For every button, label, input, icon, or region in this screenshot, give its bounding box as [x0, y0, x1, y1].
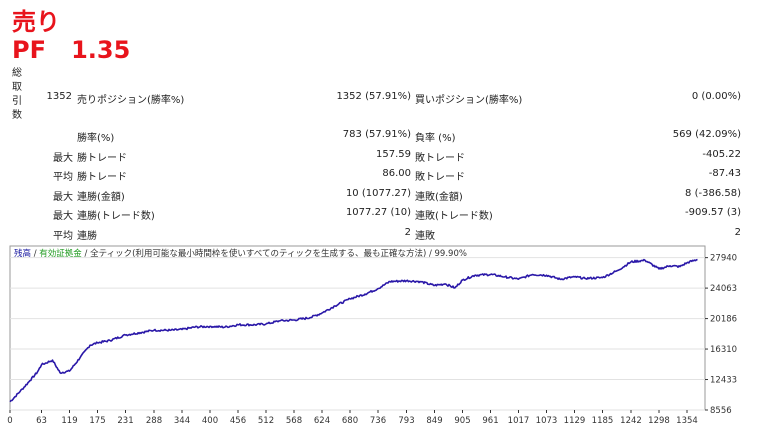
y-tick-label: 16310: [710, 345, 737, 355]
total-trades-vertical-label: 総 取 引 数: [10, 67, 24, 123]
x-tick-label: 512: [258, 416, 274, 426]
max-consec-win-amount-value: 10 (1077.27): [345, 188, 411, 199]
buy-positions-value: 0 (0.00%): [691, 91, 741, 102]
series-line-balance: [9, 258, 698, 403]
loss-rate-label: 負率 (%): [415, 133, 456, 144]
legend-equity: 有効証拠金: [39, 248, 82, 259]
max-prefix: 最大: [53, 211, 73, 222]
win-rate-label: 勝率(%): [77, 133, 115, 144]
x-tick-label: 63: [36, 416, 47, 426]
avg-consec-loss-label: 連敗: [415, 231, 435, 242]
x-tick-label: 736: [370, 416, 386, 426]
x-tick-label: 961: [482, 416, 498, 426]
avg-win-trade-value: 86.00: [382, 168, 411, 179]
x-tick-label: 680: [342, 416, 358, 426]
x-tick-label: 849: [426, 416, 442, 426]
x-tick-label: 119: [61, 416, 77, 426]
x-tick-label: 400: [202, 416, 218, 426]
total-trades-value: 1352: [46, 91, 72, 102]
max-consec-loss-amount-label: 連敗(金額): [415, 192, 463, 203]
legend-sep: /: [31, 249, 39, 259]
vertical-char: 総: [12, 68, 22, 79]
x-tick-label: 1017: [508, 416, 530, 426]
avg-loss-trade-label: 敗トレード: [415, 172, 465, 183]
avg-consec-loss-value: 2: [734, 227, 741, 238]
avg-prefix: 平均: [53, 172, 73, 183]
vertical-char: 取: [12, 82, 22, 93]
max-consec-win-trades-label: 連勝(トレード数): [77, 211, 155, 222]
max-consec-win-trades-value: 1077.27 (10): [345, 207, 411, 218]
legend-note: / 全ティック(利用可能な最小時間枠を使いすべてのティックを生成する、最も正確な…: [82, 248, 467, 259]
y-tick-label: 20186: [710, 315, 737, 325]
chart-plot-area: [9, 245, 706, 411]
max-loss-trade-value: -405.22: [702, 149, 741, 160]
profit-factor: PF 1.35: [12, 36, 130, 64]
avg-consec-win-label: 連勝: [77, 231, 97, 242]
max-win-trade-value: 157.59: [376, 149, 411, 160]
x-tick-label: 568: [286, 416, 302, 426]
x-tick-label: 1298: [648, 416, 670, 426]
x-tick-label: 288: [146, 416, 162, 426]
x-tick-label: 344: [174, 416, 190, 426]
avg-win-trade-label: 勝トレード: [77, 172, 127, 183]
balance-chart-svg: 残高 / 有効証拠金 / 全ティック(利用可能な最小時間枠を使いすべてのティック…: [7, 245, 737, 426]
chart-x-ticks: 0 63 119 175 231 288 344 400 456 512 568 624 680 736 7…: [7, 410, 698, 426]
sell-positions-label: 売りポジション(勝率%): [77, 95, 185, 106]
avg-loss-trade-value: -87.43: [708, 168, 741, 179]
max-consec-loss-trades-label: 連敗(トレード数): [415, 211, 493, 222]
x-tick-label: 1354: [676, 416, 698, 426]
chart-series: [9, 258, 698, 403]
legend-balance: 残高: [14, 248, 31, 259]
max-prefix: 最大: [53, 153, 73, 164]
y-tick-label: 12433: [710, 376, 737, 386]
x-tick-label: 793: [398, 416, 414, 426]
max-consec-loss-amount-value: 8 (-386.58): [685, 188, 741, 199]
x-tick-label: 1073: [536, 416, 558, 426]
y-tick-label: 27940: [710, 254, 737, 264]
chart-y-ticks: 8556 12433 16310 20186 24063 27940: [705, 254, 737, 416]
y-tick-label: 8556: [710, 406, 732, 416]
loss-rate-value: 569 (42.09%): [672, 129, 741, 140]
max-win-trade-label: 勝トレード: [77, 153, 127, 164]
x-tick-label: 1185: [592, 416, 614, 426]
x-tick-label: 905: [454, 416, 470, 426]
win-rate-value: 783 (57.91%): [342, 129, 411, 140]
x-tick-label: 1129: [564, 416, 586, 426]
max-consec-win-amount-label: 連勝(金額): [77, 192, 125, 203]
vertical-char: 引: [12, 96, 22, 107]
x-tick-label: 624: [314, 416, 330, 426]
pf-label: PF: [12, 36, 46, 64]
y-tick-label: 24063: [710, 284, 737, 294]
sell-positions-value: 1352 (57.91%): [336, 91, 411, 102]
balance-chart: 残高 / 有効証拠金 / 全ティック(利用可能な最小時間枠を使いすべてのティック…: [0, 240, 769, 436]
page-title: 売り: [12, 8, 60, 36]
max-consec-loss-trades-value: -909.57 (3): [685, 207, 741, 218]
x-tick-label: 0: [7, 416, 12, 426]
avg-consec-win-value: 2: [404, 227, 411, 238]
x-tick-label: 231: [117, 416, 133, 426]
chart-legend: 残高 / 有効証拠金 / 全ティック(利用可能な最小時間枠を使いすべてのティック…: [14, 248, 467, 259]
x-tick-label: 456: [230, 416, 246, 426]
pf-value: 1.35: [71, 36, 131, 64]
max-prefix: 最大: [53, 192, 73, 203]
x-tick-label: 175: [89, 416, 105, 426]
max-loss-trade-label: 敗トレード: [415, 153, 465, 164]
x-tick-label: 1242: [620, 416, 642, 426]
buy-positions-label: 買いポジション(勝率%): [415, 95, 523, 106]
avg-prefix: 平均: [53, 231, 73, 242]
vertical-char: 数: [12, 110, 22, 121]
